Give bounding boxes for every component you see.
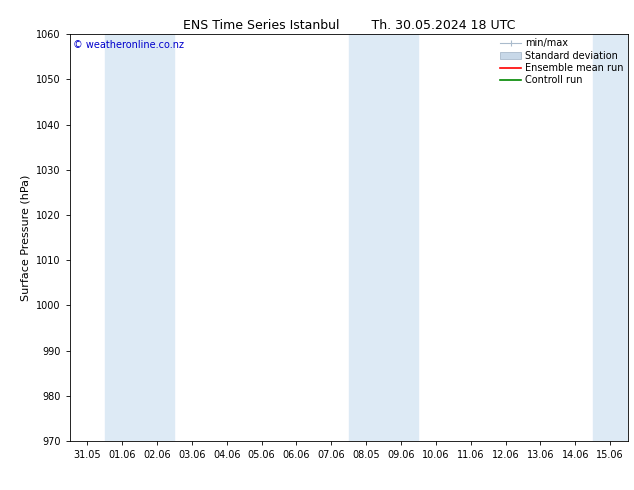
Bar: [593, 34, 628, 441]
Bar: [105, 34, 174, 441]
Title: ENS Time Series Istanbul        Th. 30.05.2024 18 UTC: ENS Time Series Istanbul Th. 30.05.2024 …: [183, 19, 515, 32]
Y-axis label: Surface Pressure (hPa): Surface Pressure (hPa): [20, 174, 30, 301]
Text: © weatheronline.co.nz: © weatheronline.co.nz: [72, 40, 183, 50]
Bar: [349, 34, 418, 441]
Legend: min/max, Standard deviation, Ensemble mean run, Controll run: min/max, Standard deviation, Ensemble me…: [498, 36, 626, 87]
